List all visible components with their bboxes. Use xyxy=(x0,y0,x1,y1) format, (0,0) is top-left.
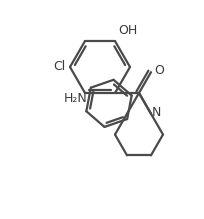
Text: O: O xyxy=(154,64,164,77)
Text: OH: OH xyxy=(118,24,137,37)
Text: H₂N: H₂N xyxy=(64,92,88,105)
Text: N: N xyxy=(152,106,161,119)
Text: Cl: Cl xyxy=(54,60,66,74)
